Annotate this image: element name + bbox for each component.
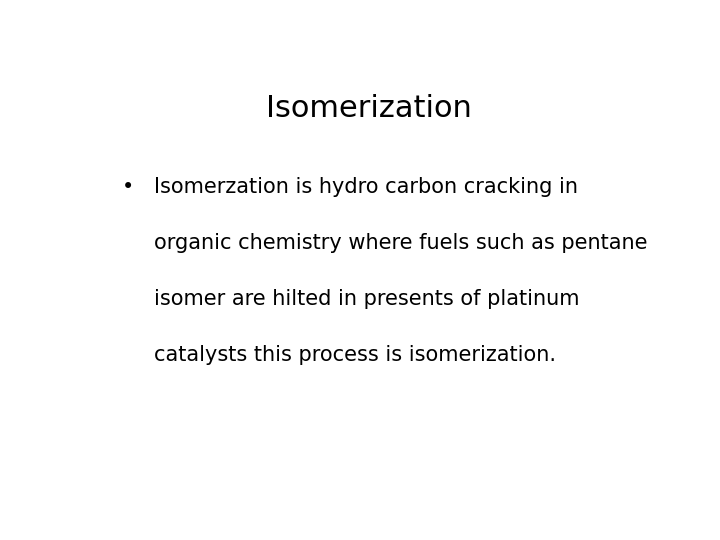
Text: organic chemistry where fuels such as pentane: organic chemistry where fuels such as pe… (154, 233, 648, 253)
Text: Isomerization: Isomerization (266, 94, 472, 123)
Text: isomer are hilted in presents of platinum: isomer are hilted in presents of platinu… (154, 289, 580, 309)
Text: catalysts this process is isomerization.: catalysts this process is isomerization. (154, 346, 556, 366)
Text: Isomerzation is hydro carbon cracking in: Isomerzation is hydro carbon cracking in (154, 177, 578, 197)
Text: •: • (122, 177, 134, 197)
